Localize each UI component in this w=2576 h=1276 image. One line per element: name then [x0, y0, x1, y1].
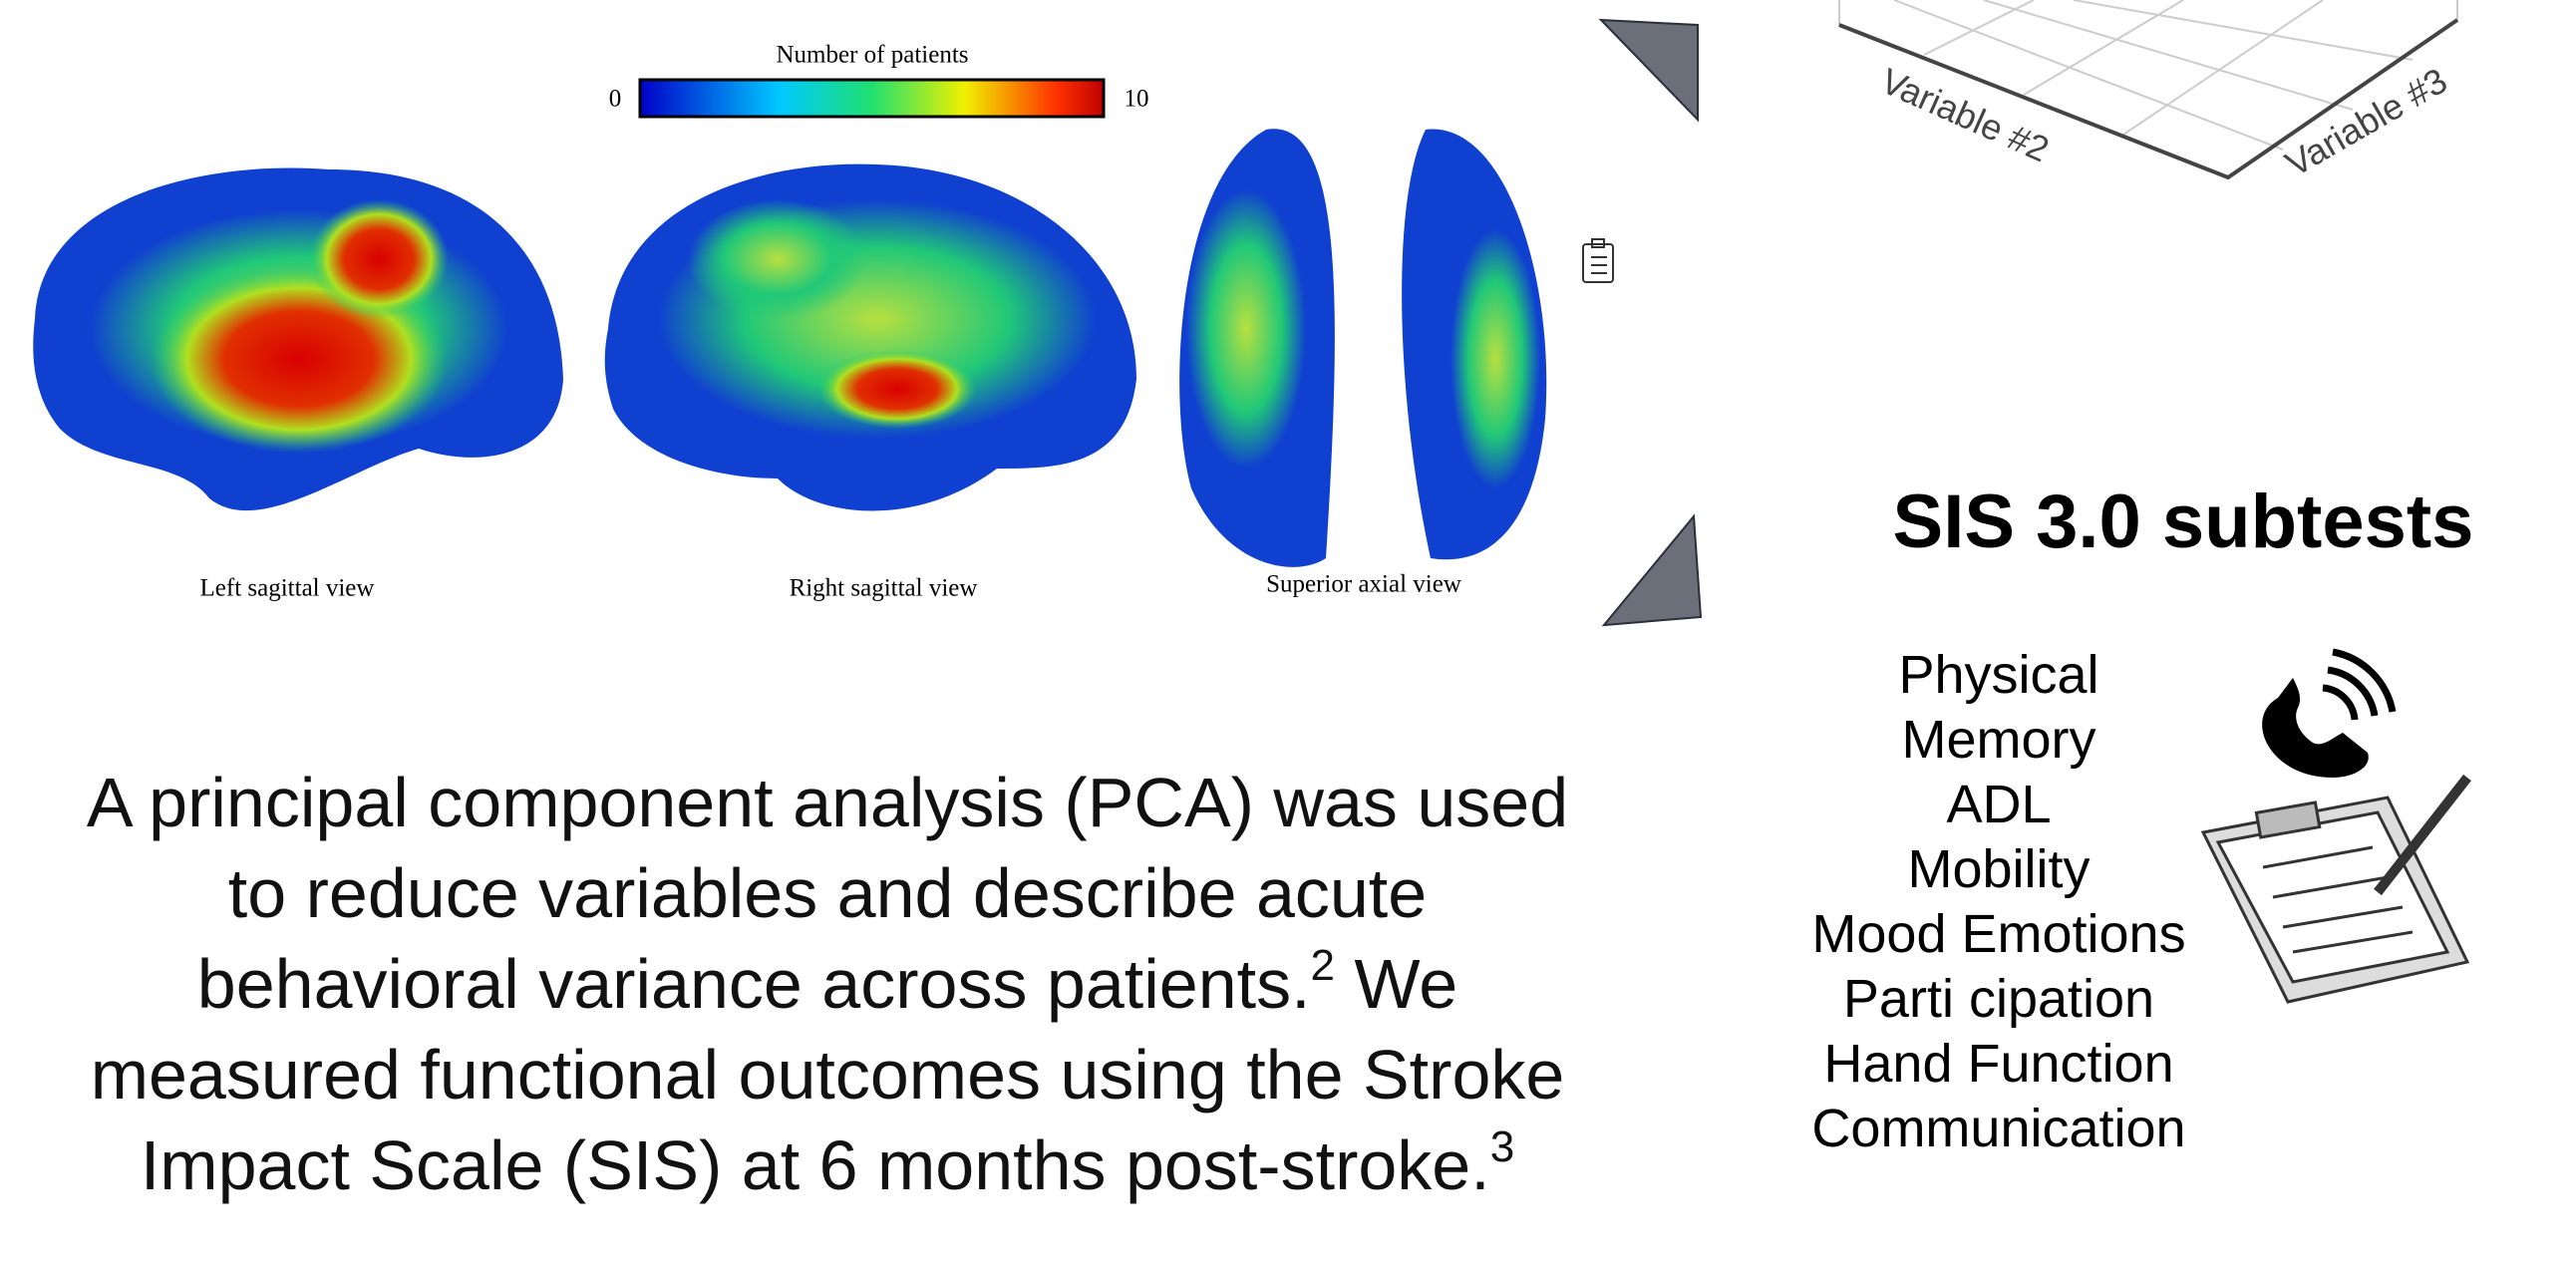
triangle-shape [1601, 513, 1703, 627]
subtest: ADL [1946, 775, 2052, 834]
brain-axial [1179, 129, 1547, 567]
sis-title: SIS 3.0 subtests [1892, 479, 2474, 564]
paragraph: A principal component analysis (PCA) was… [70, 758, 1585, 1211]
subtest: Mood Emotions [1811, 904, 2186, 964]
comment-icon[interactable] [1582, 238, 1614, 283]
colorbar-max: 10 [1125, 86, 1149, 113]
paragraph-text: A principal component analysis (PCA) was… [86, 764, 1569, 1023]
view-label: Right sagittal view [790, 575, 978, 602]
subtest-list: Physical Memory ADL Mobility Mood Emotions Pa… [1695, 643, 2303, 1161]
brain-left [33, 167, 564, 511]
subtest: Communication [1811, 1099, 2186, 1158]
colorbar [638, 78, 1106, 119]
subtest: Mobility [1907, 839, 2091, 899]
axis-label: Variable #3 [2279, 60, 2454, 184]
subtest: Memory [1901, 710, 2096, 770]
clipboard-illustration [2200, 774, 2471, 1004]
view-label: Superior axial view [1266, 571, 1461, 598]
reference: 2 [1310, 941, 1335, 990]
subtest: Parti cipation [1842, 969, 2155, 1029]
triangle-shape [1598, 18, 1699, 123]
plot-3d [1838, 0, 2459, 180]
subtest: Hand Function [1823, 1034, 2174, 1094]
reference: 3 [1489, 1122, 1515, 1171]
view-label: Left sagittal view [200, 575, 375, 602]
phone-icon [2262, 648, 2397, 778]
colorbar-min: 0 [609, 86, 622, 113]
brain-right [604, 163, 1136, 511]
paragraph-text: We measured functional outcomes using th… [90, 945, 1565, 1204]
subtest: Physical [1898, 645, 2099, 705]
colorbar-title: Number of patients [776, 42, 968, 69]
